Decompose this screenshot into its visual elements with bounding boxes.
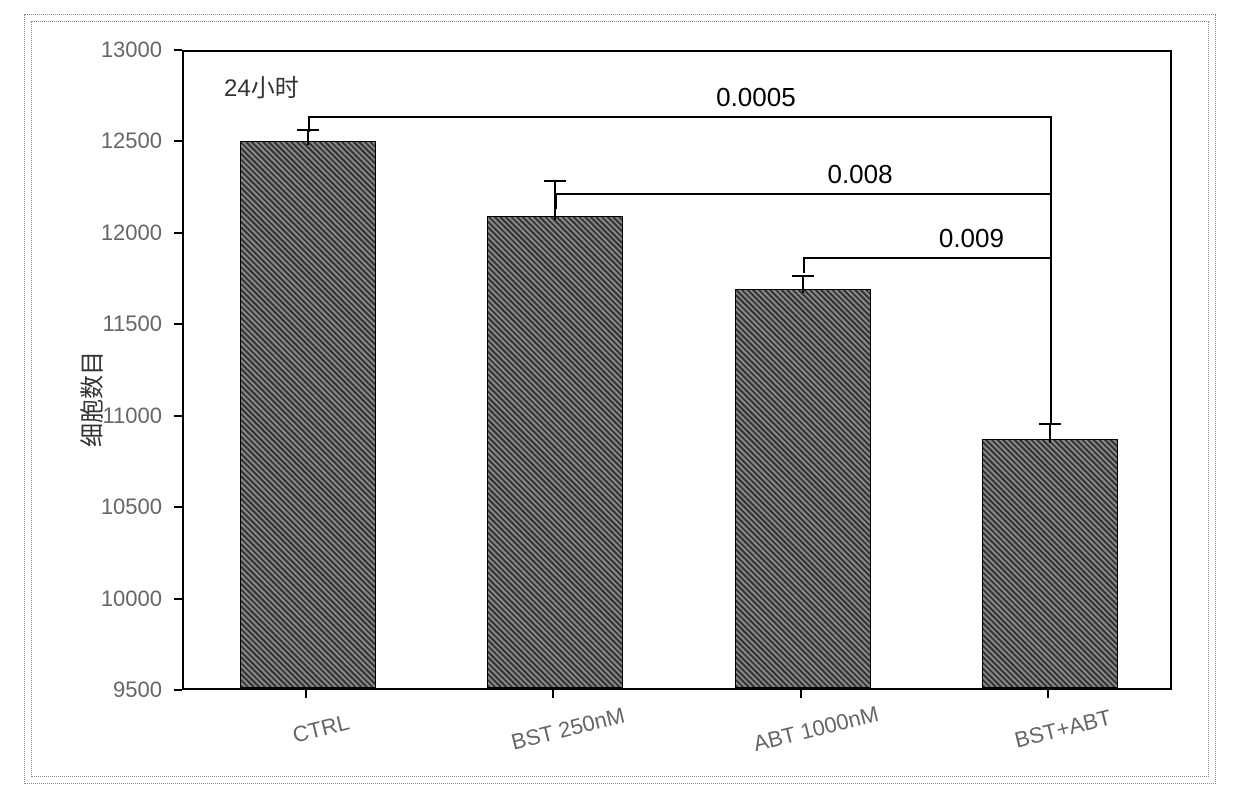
significance-label: 0.009 [939, 223, 1004, 254]
bar [240, 141, 376, 688]
bar [487, 216, 623, 688]
error-bar [1049, 423, 1051, 443]
error-bar [802, 275, 804, 293]
error-bar-cap [792, 275, 814, 277]
y-tick-label: 9500 [113, 677, 162, 703]
x-tick-mark [552, 690, 554, 698]
y-tick-mark [174, 140, 182, 142]
x-axis-label: ABT 1000nM [740, 698, 892, 760]
significance-line [1050, 257, 1052, 273]
significance-line [308, 116, 310, 132]
significance-line [555, 193, 557, 209]
significance-line [803, 257, 1051, 259]
significance-line [308, 116, 1051, 118]
chart-outer-frame: 细胞数目 9500 10000 10500 11000 11500 12000 12500 1… [24, 14, 1216, 784]
y-tick-label: 12500 [101, 128, 162, 154]
significance-line [1050, 193, 1052, 209]
y-tick-label: 13000 [101, 37, 162, 63]
significance-label: 0.0005 [716, 82, 796, 113]
x-axis-label: CTRL [245, 698, 397, 760]
y-tick-label: 11000 [102, 403, 162, 429]
significance-label: 0.008 [828, 159, 893, 190]
y-tick-label: 10500 [101, 494, 162, 520]
y-tick-mark [174, 232, 182, 234]
chart-plot-area: 24小时 0.0005 0.008 0.009 [182, 50, 1172, 690]
x-axis-label: BST 250nM [492, 698, 644, 760]
y-tick-mark [174, 49, 182, 51]
y-tick-mark [174, 415, 182, 417]
y-tick-label: 10000 [101, 586, 162, 612]
error-bar-cap [1039, 423, 1061, 425]
chart-inner-frame: 细胞数目 9500 10000 10500 11000 11500 12000 12500 1… [31, 21, 1209, 777]
y-tick-mark [174, 689, 182, 691]
error-bar-cap [544, 180, 566, 182]
y-tick-label: 12000 [101, 220, 162, 246]
y-tick-mark [174, 323, 182, 325]
y-tick-mark [174, 506, 182, 508]
significance-line [555, 193, 1050, 195]
x-tick-mark [1047, 690, 1049, 698]
x-axis-label: BST+ABT [987, 698, 1139, 760]
x-tick-mark [305, 690, 307, 698]
y-tick-mark [174, 598, 182, 600]
bar [982, 439, 1118, 688]
chart-title: 24小时 [224, 68, 299, 103]
bar [735, 289, 871, 688]
y-axis-label: 细胞数目 [73, 351, 108, 447]
y-tick-label: 11500 [102, 311, 162, 337]
x-tick-mark [800, 690, 802, 698]
significance-line [803, 257, 805, 273]
